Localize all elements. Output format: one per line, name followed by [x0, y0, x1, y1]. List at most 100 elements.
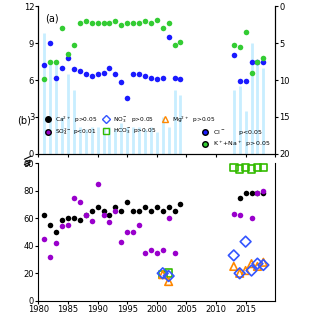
Point [255, 261, 260, 266]
Point [54, 240, 59, 245]
Point [54, 229, 59, 235]
Point [249, 70, 254, 75]
Point [66, 55, 71, 60]
Point [95, 20, 100, 25]
Point [95, 181, 100, 186]
Point [261, 191, 266, 196]
Point [154, 76, 159, 81]
Point [142, 205, 148, 210]
Point [83, 213, 88, 218]
Point [172, 42, 177, 47]
Point [178, 202, 183, 207]
Point [131, 71, 136, 76]
Point [243, 165, 248, 170]
Point [148, 247, 154, 252]
Point [66, 52, 71, 57]
Point [249, 191, 254, 196]
Point [231, 253, 236, 258]
Point [243, 268, 248, 273]
Point [142, 74, 148, 79]
Point [66, 216, 71, 221]
Point [249, 261, 254, 266]
Legend: Ca$^{2+}$  p>0.05, SO$_4^{2-}$ p<0.01, NO$_3^-$  p>0.05, HCO$_3^-$ p>0.05, Mg$^{: Ca$^{2+}$ p>0.05, SO$_4^{2-}$ p<0.01, NO… [41, 114, 216, 138]
Point [89, 74, 94, 79]
Point [178, 76, 183, 81]
Point [231, 53, 236, 58]
Point [160, 272, 165, 277]
Point [160, 247, 165, 252]
Point [137, 71, 142, 76]
Point [42, 236, 47, 241]
Point [107, 213, 112, 218]
Point [66, 222, 71, 228]
Point [255, 191, 260, 196]
Point [107, 220, 112, 225]
Point [89, 209, 94, 214]
Point [237, 79, 242, 84]
Point [178, 39, 183, 44]
Text: (a): (a) [45, 14, 59, 24]
Point [48, 59, 53, 64]
Point [166, 35, 171, 40]
Point [77, 217, 83, 222]
Point [95, 205, 100, 210]
Point [148, 75, 154, 80]
Point [95, 71, 100, 76]
Point [237, 213, 242, 218]
Point [243, 191, 248, 196]
Point [255, 264, 260, 269]
Point [101, 70, 106, 75]
Point [71, 195, 76, 200]
Point [166, 216, 171, 221]
Point [166, 205, 171, 210]
Point [142, 250, 148, 255]
Point [54, 75, 59, 80]
Point [231, 42, 236, 47]
Point [71, 66, 76, 71]
Point [131, 209, 136, 214]
Point [42, 76, 47, 81]
Point [166, 271, 171, 276]
Point [237, 271, 242, 276]
Point [48, 254, 53, 259]
Point [83, 71, 88, 76]
Point [137, 20, 142, 25]
Point [60, 26, 65, 31]
Point [231, 264, 236, 269]
Text: (b): (b) [17, 115, 31, 125]
Point [48, 222, 53, 228]
Point [255, 59, 260, 64]
Point [237, 195, 242, 200]
Point [131, 229, 136, 235]
Point [166, 20, 171, 25]
Point [249, 216, 254, 221]
Point [48, 41, 53, 46]
Point [83, 213, 88, 218]
Point [60, 224, 65, 229]
Point [237, 166, 242, 171]
Point [71, 216, 76, 221]
Point [119, 80, 124, 85]
Point [77, 20, 83, 25]
Point [107, 65, 112, 70]
Point [125, 96, 130, 101]
Point [42, 213, 47, 218]
Point [160, 26, 165, 31]
Point [243, 29, 248, 35]
Point [154, 250, 159, 255]
Legend: Cl$^-$       p<0.05, K$^+$+Na$^+$  p>0.05: Cl$^-$ p<0.05, K$^+$+Na$^+$ p>0.05 [198, 127, 272, 150]
Point [160, 209, 165, 214]
Point [125, 199, 130, 204]
Point [60, 65, 65, 70]
Point [172, 250, 177, 255]
Point [255, 165, 260, 170]
Point [160, 75, 165, 80]
Point [148, 20, 154, 25]
Point [119, 209, 124, 214]
Point [148, 209, 154, 214]
Point [113, 19, 118, 24]
Point [231, 165, 236, 170]
Point [172, 75, 177, 80]
Point [154, 205, 159, 210]
Point [131, 20, 136, 25]
